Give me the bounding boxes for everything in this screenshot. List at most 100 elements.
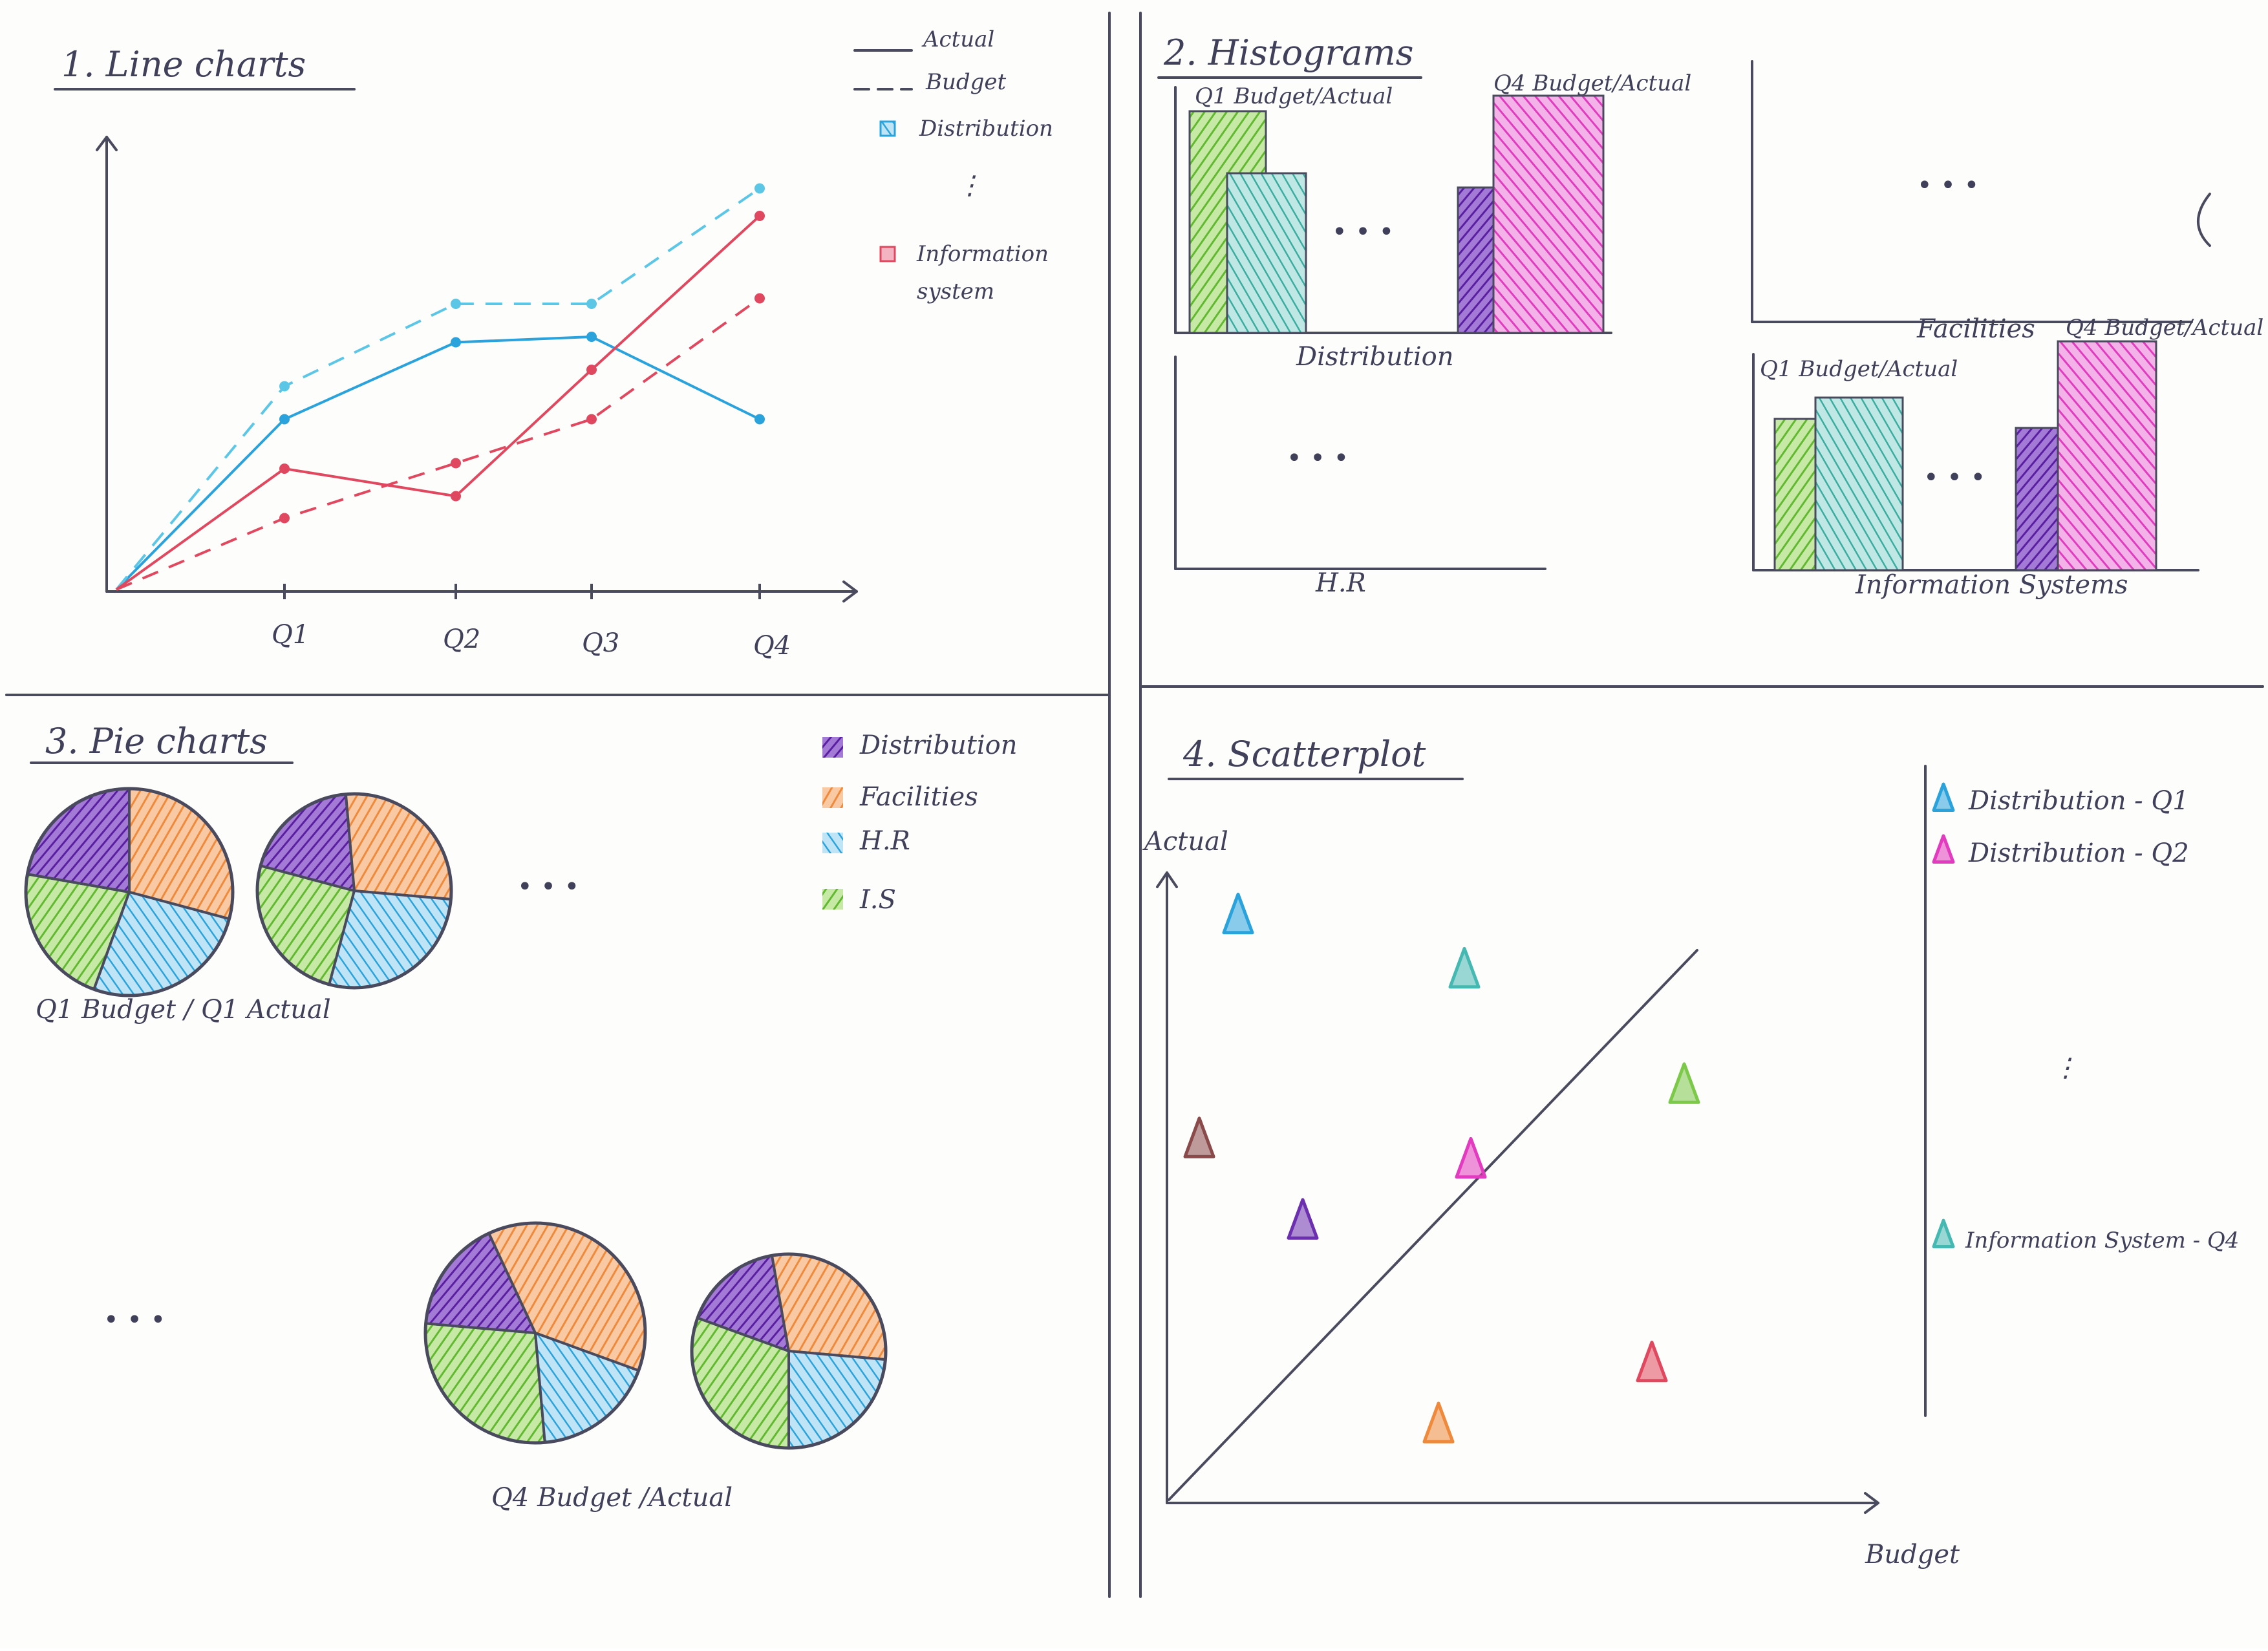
fac-dots: • • • [1917,171,1979,200]
legend-continuation-dots: ⋮ [957,171,983,200]
legend-actual-label: Actual [921,27,994,52]
panel3-title: 3. Pie charts [45,721,268,762]
panel-pie-charts: 3. Pie charts Distribution Facilities H.… [24,721,1017,1513]
series-point-3-2 [586,414,597,425]
pies-top-caption: Q1 Budget / Q1 Actual [36,995,331,1025]
x-tick-q4: Q4 [753,631,791,661]
series-point-1-3 [754,183,765,194]
series-line-1 [115,187,761,591]
legend-is-q4-label: Information System - Q4 [1965,1228,2239,1253]
dist-axis-label: Distribution [1296,342,1453,372]
series-point-2-0 [279,463,290,474]
scatter-point-4 [1455,1136,1487,1179]
panel3-pies [24,787,888,1450]
is-q1-actual-bar [1814,396,1904,571]
scatter-point-7 [1422,1401,1455,1443]
legend-budget-label: Budget [925,69,1007,95]
legend-is-label: I.S [859,885,896,915]
histogram-hr: • • • H.R [1174,356,1546,598]
legend-is-swatch [822,889,843,910]
series-line-3 [116,297,761,591]
legend-distribution-swatch [822,737,843,758]
dist-q4-label: Q4 Budget/Actual [1493,70,1691,96]
dist-q1-actual-bar [1226,172,1307,334]
legend-dist-q1-label: Distribution - Q1 [1968,786,2189,816]
x-tick-q1: Q1 [272,620,309,650]
pie-2-slice-green [424,1322,546,1444]
series-point-2-2 [586,365,597,375]
legend-triangle-2 [1932,1219,1955,1248]
pie-2-outline [423,1221,647,1445]
legend-dist-q2-label: Distribution - Q2 [1968,838,2189,868]
dist-q1-label: Q1 Budget/Actual [1195,83,1393,109]
pie-1-outline [255,792,453,990]
panel4-title: 4. Scatterplot [1182,734,1426,774]
pie-3-outline [690,1252,888,1450]
series-point-0-0 [279,414,290,425]
series-point-0-2 [586,332,597,342]
panel4-x-label: Budget [1865,1540,1960,1570]
pie-3-slice-orange [770,1253,887,1361]
panel1-plot-area [115,183,765,599]
panel4-y-axis-arrow [1156,871,1178,888]
series-point-1-0 [279,381,290,392]
panel2-title: 2. Histograms [1163,32,1413,73]
pies-bottom-caption: Q4 Budget /Actual [491,1483,733,1513]
series-point-0-1 [451,337,461,348]
legend-information-system-label-1: Information [916,241,1049,267]
is-q4-label: Q4 Budget/Actual [2066,315,2263,341]
pie-0-slice-purple [26,787,131,894]
legend-information-system-swatch [879,246,896,262]
legend-triangle-1 [1932,834,1955,864]
legend-distribution-label: Distribution [919,116,1053,142]
dist-q4-actual-bar [1492,94,1605,334]
hr-dots: • • • [1287,443,1349,473]
pie-0-outline [24,787,235,997]
panel4-diagonal-reference [1168,949,1698,1501]
panel4-plot-area [1183,892,1700,1443]
is-axis-label: Information Systems [1855,570,2128,600]
series-point-2-3 [754,211,765,221]
scatter-point-3 [1183,1116,1215,1158]
legend-hr-swatch [822,833,843,853]
paper-edge-mark [2197,193,2211,247]
legend-distribution-swatch [879,120,896,137]
legend-information-system-label-2: system [917,279,994,304]
legend-hr-label: H.R [859,826,910,856]
scatter-point-6 [1636,1340,1668,1383]
pies-dots-left: • • • [103,1305,166,1335]
hr-axis-label: H.R [1315,568,1366,598]
series-point-1-1 [451,299,461,309]
histogram-distribution: Q1 Budget/Actual Q4 Budget/Actual • • • … [1174,70,1691,372]
series-point-3-0 [279,513,290,524]
legend-distribution-label: Distribution [859,730,1017,760]
dist-dots: • • • [1332,217,1394,247]
is-q4-actual-bar [2057,340,2157,571]
scatter-point-5 [1287,1198,1319,1240]
histogram-information-systems: Q1 Budget/Actual • • • Information Syste… [1752,340,2199,600]
quadrant-dividers [5,12,2264,1598]
series-point-2-1 [451,491,461,502]
panel1-y-axis-arrow [96,136,118,151]
series-point-3-3 [754,293,765,304]
panel1-title: 1. Line charts [61,44,306,85]
is-dots: • • • [1923,463,1985,493]
series-point-3-1 [451,458,461,469]
panel4-legend-icons [1932,782,1955,1248]
panel-histograms: 2. Histograms Q1 Budget/Actual Q4 Budget… [1157,32,2263,600]
scatter-point-0 [1222,892,1254,935]
is-q1-label: Q1 Budget/Actual [1760,356,1958,382]
histogram-facilities: • • • Facilities Q4 Budget/Actual [1751,60,2263,344]
series-line-0 [115,335,760,591]
series-point-1-2 [586,299,597,309]
pies-dots-top: • • • [517,872,579,902]
series-point-0-3 [754,414,765,425]
pie-1-slice-orange [344,793,453,901]
x-tick-q3: Q3 [582,628,619,658]
panel1-x-ticks: Q1 Q2 Q3 Q4 [272,620,791,661]
legend-continuation-dots: ⋮ [2053,1053,2079,1083]
panel-line-charts: 1. Line charts Actual Budget Distributio… [54,27,1053,661]
scatter-point-2 [1668,1062,1700,1104]
